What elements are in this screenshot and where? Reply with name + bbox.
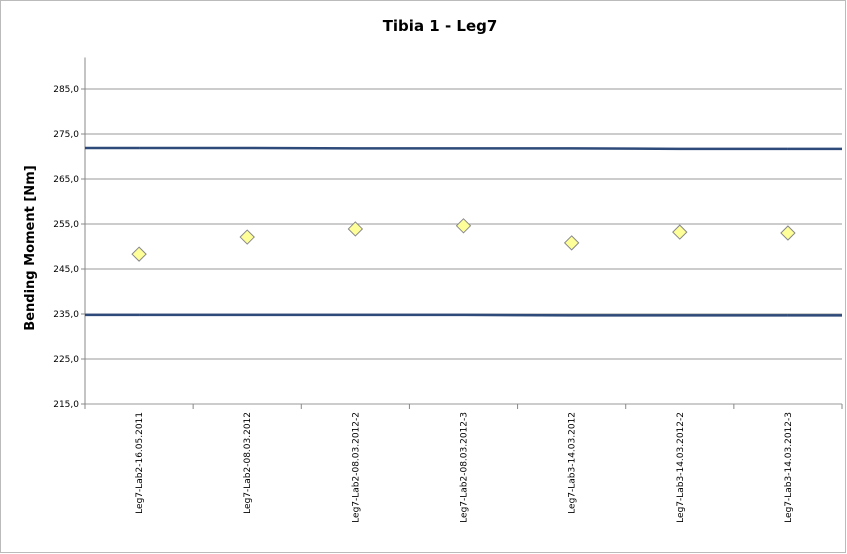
y-tick-label: 225,0: [53, 355, 79, 365]
y-axis-label: Bending Moment [Nm]: [23, 165, 38, 330]
x-tick-label: Leg7-Lab3-14.03.2012: [568, 412, 578, 514]
y-tick-label: 235,0: [53, 310, 79, 320]
data-point: [239, 229, 255, 245]
x-tick-label: Leg7-Lab2-08.03.2012-2: [351, 412, 361, 523]
y-tick-label: 285,0: [53, 85, 79, 95]
limit-line: [139, 146, 788, 151]
data-point: [455, 218, 472, 234]
chart-title: Tibia 1 - Leg7: [383, 17, 498, 35]
data-point: [131, 246, 147, 262]
y-tick-label: 215,0: [53, 400, 79, 410]
x-tick-label: Leg7-Lab2-08.03.2012: [243, 412, 253, 514]
data-point: [780, 225, 796, 241]
y-tick-label: 255,0: [53, 220, 79, 230]
data-point: [672, 224, 688, 240]
y-tick-label: 265,0: [53, 175, 79, 185]
x-tick-label: Leg7-Lab2-16.05.2011: [135, 412, 145, 514]
data-point: [563, 235, 580, 251]
data-point: [347, 221, 364, 237]
x-tick-label: Leg7-Lab3-14.03.2012-2: [676, 412, 686, 523]
y-tick-label: 275,0: [53, 130, 79, 140]
x-tick-label: Leg7-Lab2-08.03.2012-3: [460, 412, 470, 523]
y-tick-label: 245,0: [53, 265, 79, 275]
x-tick-label: Leg7-Lab3-14.03.2012-3: [784, 412, 794, 523]
